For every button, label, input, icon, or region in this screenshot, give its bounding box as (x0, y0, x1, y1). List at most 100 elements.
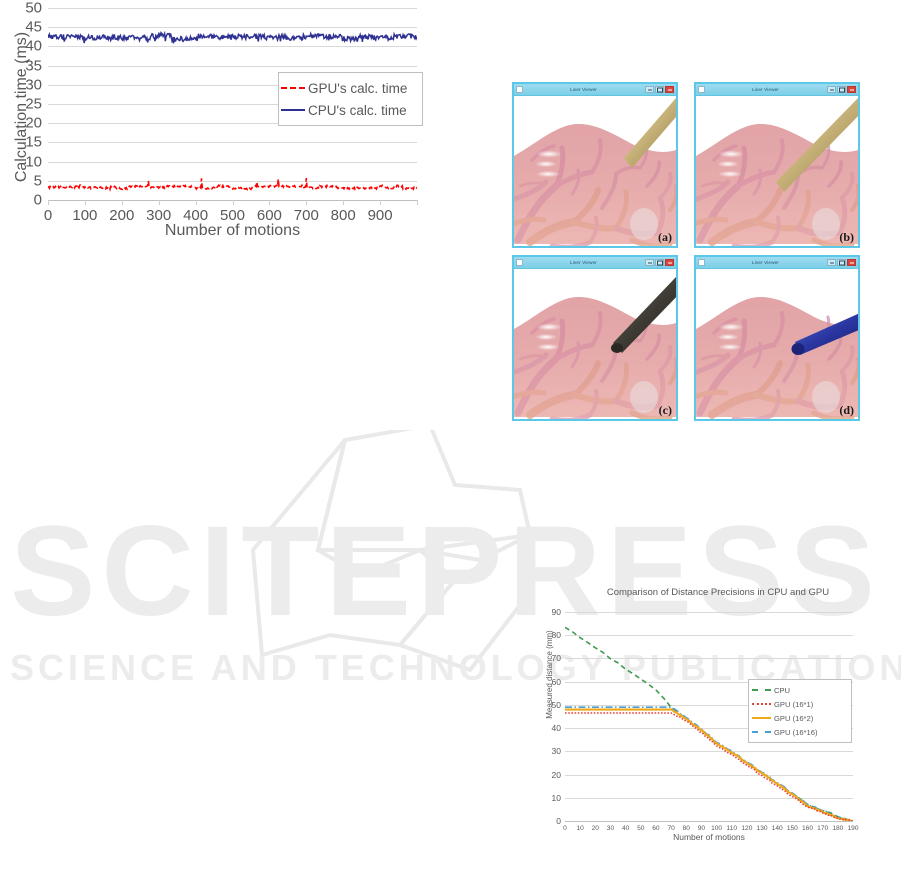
top-chart-x-axis-label: Number of motions (164, 222, 301, 239)
top-y-tick: 50 (25, 0, 42, 17)
bottom-chart-series-layer (565, 626, 853, 821)
top-y-tick: 35 (25, 57, 42, 75)
legend-item: CPU's calc. time (281, 99, 420, 121)
bottom-y-tick: 10 (551, 792, 561, 803)
top-chart-plot-area: 50 45 40 35 30 25 20 15 10 5 0 0 100 200… (25, 1, 418, 224)
panel-label: (c) (658, 403, 672, 417)
legend-key-gpu-16x2 (752, 717, 771, 719)
liver-viewer-window-a[interactable]: Liver Viewer (a) (512, 82, 678, 248)
top-y-tick: 25 (25, 95, 42, 113)
window-title-bar[interactable]: Liver Viewer (514, 257, 676, 269)
cpu-calc-time-series (48, 30, 417, 44)
close-icon[interactable] (665, 259, 674, 266)
minimize-icon[interactable] (827, 259, 836, 266)
window-title: Liver Viewer (570, 87, 597, 92)
window-title: Liver Viewer (752, 87, 779, 92)
top-y-tick: 20 (25, 114, 42, 132)
app-icon (698, 86, 705, 93)
top-y-tick: 45 (25, 18, 42, 36)
top-y-tick: 40 (25, 37, 42, 55)
liver-viewer-panel-grid: Liver Viewer (a) (512, 82, 860, 430)
liver-viewer-window-d[interactable]: Liver Viewer (d) (694, 255, 860, 421)
bottom-chart-legend: CPU GPU (16*1) GPU (16*2) GPU (16*16) (748, 679, 852, 743)
legend-item: GPU (16*16) (752, 725, 848, 739)
bottom-x-tick: 70 (667, 825, 675, 832)
top-x-tick: 700 (293, 207, 319, 224)
bottom-x-tick: 180 (832, 825, 844, 832)
legend-item: CPU (752, 683, 848, 697)
close-icon[interactable] (847, 86, 856, 93)
top-y-tick: 10 (25, 153, 42, 171)
bottom-x-tick: 10 (576, 825, 584, 832)
close-icon[interactable] (847, 259, 856, 266)
window-title-bar[interactable]: Liver Viewer (514, 84, 676, 96)
legend-key-gpu-16x16 (752, 731, 771, 733)
legend-key-cpu-solid (281, 109, 305, 111)
maximize-icon[interactable] (655, 259, 664, 266)
bottom-x-tick: 90 (697, 825, 706, 832)
bottom-chart-x-axis-label: Number of motions (673, 832, 745, 842)
top-chart-legend: GPU's calc. time CPU's calc. time (278, 72, 423, 126)
window-title: Liver Viewer (752, 260, 779, 265)
window-title-bar[interactable]: Liver Viewer (696, 84, 858, 96)
bottom-x-tick: 160 (802, 825, 814, 832)
legend-label: CPU's calc. time (308, 102, 407, 118)
bottom-chart-plot-area: 90 80 70 60 50 40 30 20 10 0 0 10 20 30 40 50… (552, 608, 859, 832)
legend-item: GPU (16*2) (752, 711, 848, 725)
top-x-tick: 400 (183, 207, 209, 224)
maximize-icon[interactable] (837, 259, 846, 266)
top-x-tick: 600 (256, 207, 282, 224)
bottom-x-tick: 0 (563, 825, 567, 832)
bottom-x-tick: 120 (741, 825, 753, 832)
bottom-y-tick: 60 (551, 676, 561, 687)
liver-render-canvas (514, 269, 676, 419)
liver-viewer-window-c[interactable]: Liver Viewer (c) (512, 255, 678, 421)
panel-label: (d) (839, 403, 854, 417)
liver-render-canvas (514, 96, 676, 246)
close-icon[interactable] (665, 86, 674, 93)
bottom-x-tick: 140 (771, 825, 783, 832)
minimize-icon[interactable] (645, 259, 654, 266)
legend-item: GPU (16*1) (752, 697, 848, 711)
liver-render-canvas (696, 96, 858, 246)
bottom-x-tick: 150 (786, 825, 798, 832)
minimize-icon[interactable] (645, 86, 654, 93)
top-x-tick: 800 (330, 207, 356, 224)
app-icon (698, 259, 705, 266)
top-x-tick: 100 (72, 207, 98, 224)
app-icon (516, 259, 523, 266)
top-x-tick: 200 (109, 207, 135, 224)
legend-label: GPU (16*1) (774, 699, 814, 709)
bottom-x-tick: 30 (606, 825, 615, 832)
bottom-y-tick: 80 (551, 629, 561, 640)
top-y-tick: 0 (33, 191, 42, 209)
bottom-y-tick: 0 (556, 815, 561, 826)
bottom-y-tick: 90 (551, 606, 561, 617)
panel-label: (b) (839, 230, 854, 244)
bottom-x-tick: 20 (591, 825, 599, 832)
bottom-x-tick: 130 (756, 825, 768, 832)
liver-viewer-window-b[interactable]: Liver Viewer (b) (694, 82, 860, 248)
top-x-tick: 900 (367, 207, 393, 224)
top-chart-series-layer (48, 30, 417, 192)
distance-precision-chart: Comparison of Distance Precisions in CPU… (530, 585, 890, 865)
app-icon (516, 86, 523, 93)
window-title-bar[interactable]: Liver Viewer (696, 257, 858, 269)
legend-label: GPU (16*16) (774, 727, 818, 737)
bottom-x-tick: 110 (726, 825, 737, 832)
bottom-y-tick: 50 (551, 699, 561, 710)
bottom-x-tick: 60 (652, 825, 660, 832)
bottom-y-tick: 40 (551, 722, 561, 733)
maximize-icon[interactable] (655, 86, 664, 93)
top-x-tick: 300 (146, 207, 172, 224)
bottom-x-tick: 170 (817, 825, 829, 832)
bottom-x-tick: 190 (847, 825, 859, 832)
legend-label: CPU (774, 685, 791, 695)
top-y-tick: 30 (25, 76, 42, 94)
top-x-tick: 500 (219, 207, 246, 224)
minimize-icon[interactable] (827, 86, 836, 93)
bottom-x-tick: 80 (682, 825, 690, 832)
top-y-tick: 5 (33, 172, 42, 190)
bottom-y-tick: 20 (551, 769, 561, 780)
maximize-icon[interactable] (837, 86, 846, 93)
